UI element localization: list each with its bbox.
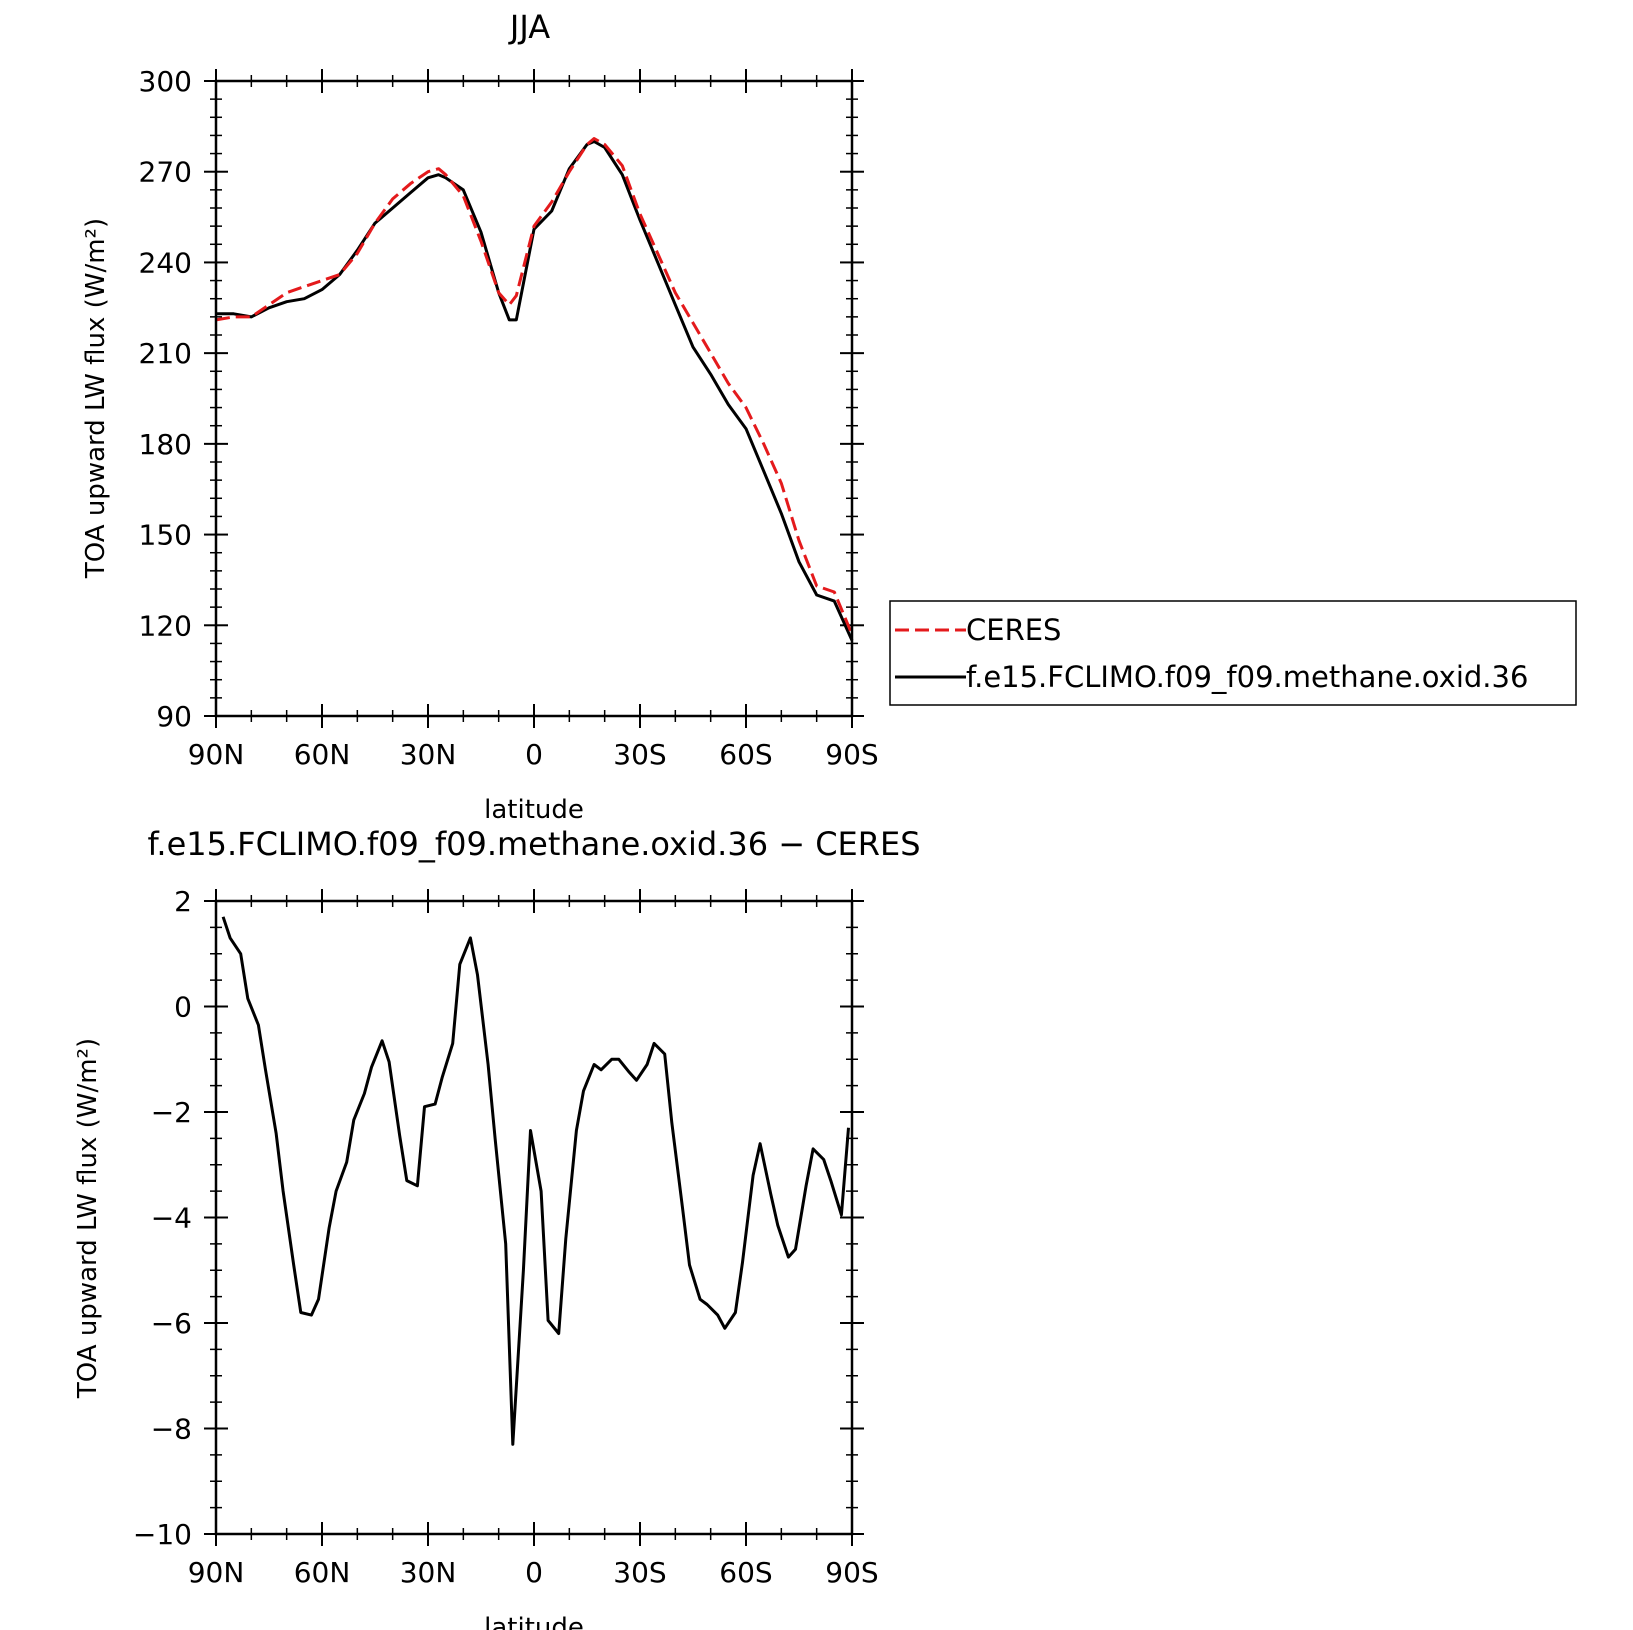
- y-tick-label: −2: [151, 1096, 192, 1129]
- bottom-y-tick-labels: −10 −8 −6 −4 −2 0 2: [133, 885, 192, 1551]
- bottom-chart-title: f.e15.FCLIMO.f09_f09.methane.oxid.36 − C…: [147, 825, 920, 863]
- y-tick-label: −4: [151, 1202, 192, 1235]
- x-tick-label: 90S: [825, 738, 878, 771]
- y-tick-label: 210: [139, 337, 192, 370]
- y-tick-label: 120: [139, 609, 192, 642]
- y-tick-label: 240: [139, 246, 192, 279]
- x-tick-label: 30N: [400, 738, 457, 771]
- bottom-panel: f.e15.FCLIMO.f09_f09.methane.oxid.36 − C…: [73, 825, 921, 1630]
- top-x-axis-label: latitude: [484, 795, 584, 825]
- y-tick-label: −6: [151, 1307, 192, 1340]
- y-tick-label: −10: [133, 1518, 192, 1551]
- y-tick-label: 2: [174, 885, 192, 918]
- legend-box: [889, 600, 1577, 706]
- top-y-tick-labels: 90 120 150 180 210 240 270 300: [139, 65, 192, 733]
- y-tick-label: 0: [174, 991, 192, 1024]
- top-series-group: [215, 137, 854, 642]
- top-plot-frame: [214, 79, 854, 718]
- bottom-x-tick-labels: 90N 60N 30N 0 30S 60S 90S: [188, 1556, 879, 1589]
- y-tick-label: 90: [156, 700, 192, 733]
- top-x-tick-labels: 90N 60N 30N 0 30S 60S 90S: [188, 738, 879, 771]
- y-tick-label: −8: [151, 1413, 192, 1446]
- y-tick-label: 150: [139, 519, 192, 552]
- x-tick-label: 30S: [613, 738, 666, 771]
- x-tick-label: 30N: [400, 1556, 457, 1589]
- bottom-series-group: [221, 916, 850, 1446]
- difference-series-line: [221, 916, 850, 1446]
- x-tick-label: 90N: [188, 738, 245, 771]
- bottom-plot-frame: [214, 899, 854, 1536]
- x-tick-label: 90N: [188, 1556, 245, 1589]
- y-tick-label: 270: [139, 156, 192, 189]
- x-tick-label: 60S: [719, 738, 772, 771]
- legend-label-ceres: CERES: [966, 613, 1061, 647]
- bottom-y-axis-label: TOA upward LW flux (W/m²): [73, 1038, 103, 1399]
- top-chart-title: JJA: [508, 8, 550, 46]
- top-y-axis-label: TOA upward LW flux (W/m²): [81, 218, 111, 579]
- x-tick-label: 60S: [719, 1556, 772, 1589]
- x-tick-label: 0: [525, 1556, 543, 1589]
- legend-label-model: f.e15.FCLIMO.f09_f09.methane.oxid.36: [966, 660, 1528, 694]
- bottom-x-axis-label: latitude: [484, 1613, 584, 1630]
- x-tick-label: 90S: [825, 1556, 878, 1589]
- y-tick-label: 300: [139, 65, 192, 98]
- legend: CERES f.e15.FCLIMO.f09_f09.methane.oxid.…: [889, 600, 1577, 706]
- model-series-line: [216, 140, 854, 642]
- x-tick-label: 60N: [294, 1556, 351, 1589]
- top-panel: JJA 90N 60N 30N 0 30S 60S 90S 90 120 150 180 210 24…: [81, 8, 1577, 825]
- x-tick-label: 30S: [613, 1556, 666, 1589]
- x-tick-label: 60N: [294, 738, 351, 771]
- ceres-series-line: [215, 137, 854, 635]
- y-tick-label: 180: [139, 428, 192, 461]
- x-tick-label: 0: [525, 738, 543, 771]
